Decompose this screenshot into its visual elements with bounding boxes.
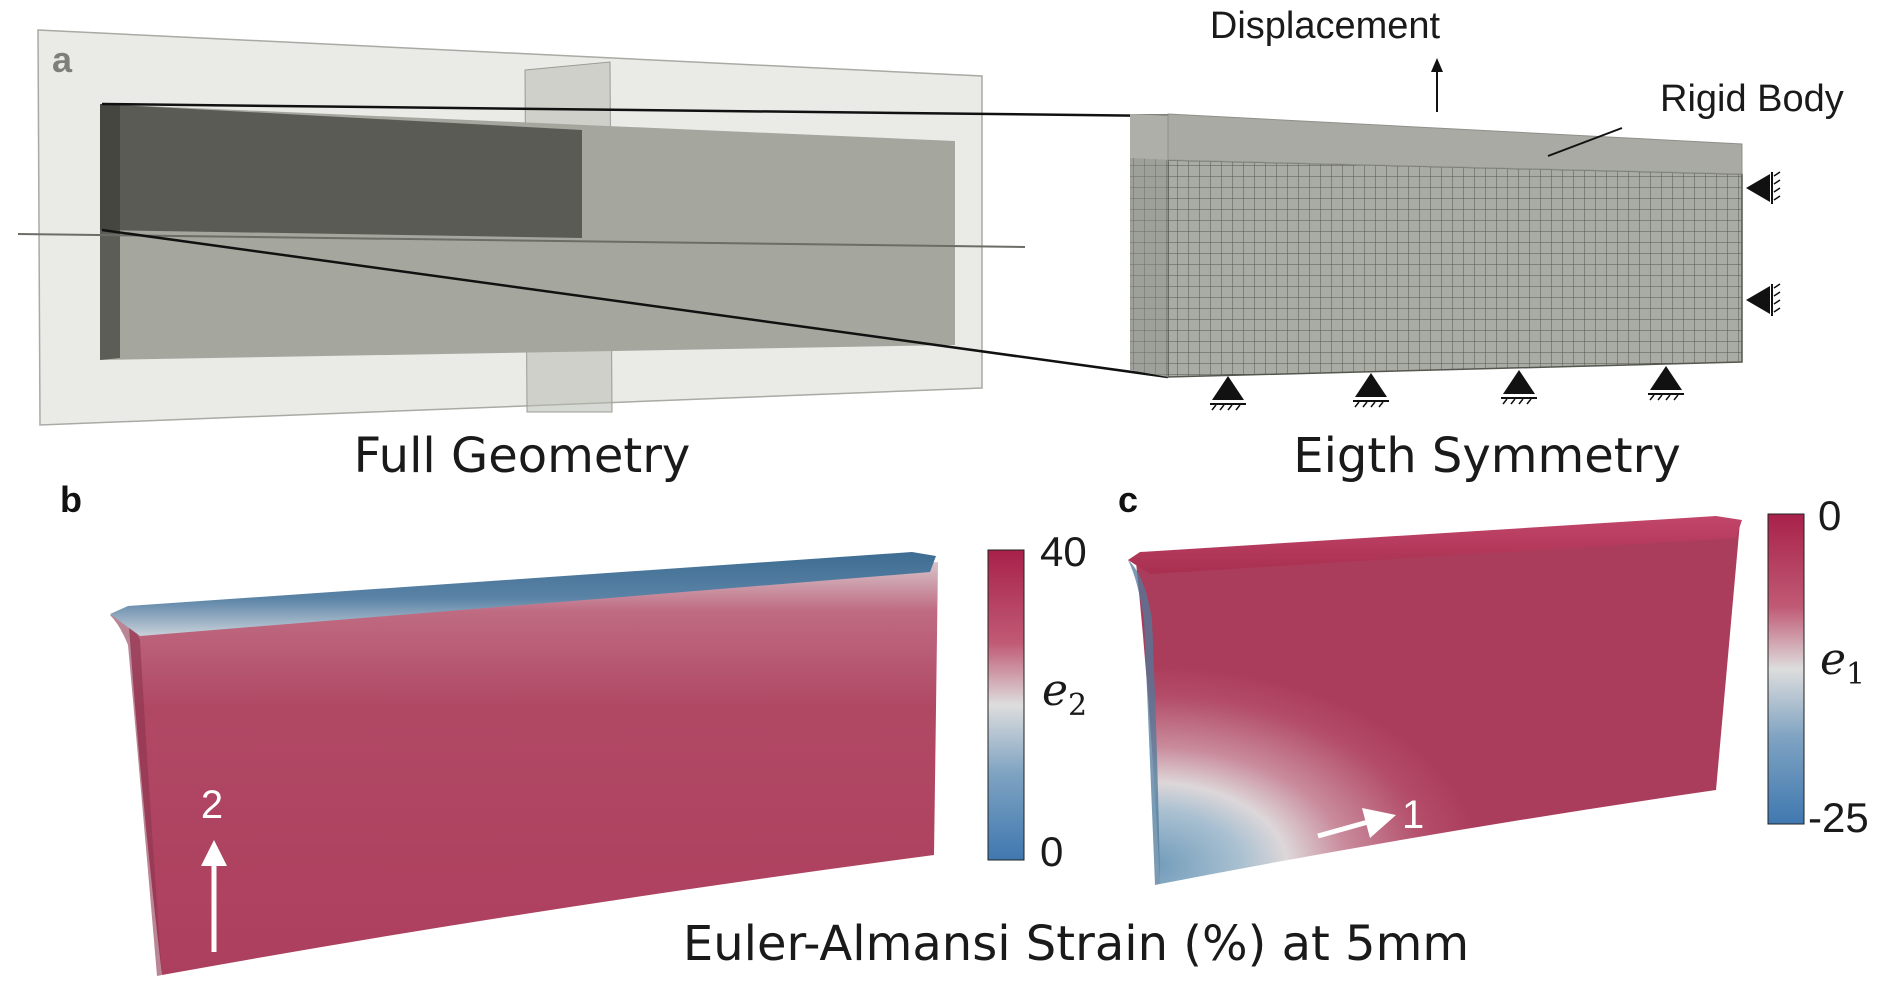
bottom-support-2 xyxy=(1353,373,1389,408)
panel-letter-c: c xyxy=(1118,479,1138,520)
colorbar-e1-symbol: e1 xyxy=(1820,634,1865,692)
e1-surface xyxy=(1136,522,1740,884)
side-support-bottom xyxy=(1746,283,1781,316)
displacement-arrowhead xyxy=(1431,58,1443,72)
e2-surface xyxy=(128,562,938,975)
block-dark-quarter xyxy=(100,104,582,238)
eighth-symmetry-caption: Eigth Symmetry xyxy=(1293,428,1681,484)
e1-top-edge xyxy=(1128,516,1742,574)
full-geometry-caption: Full Geometry xyxy=(354,428,691,484)
bottom-support-1 xyxy=(1210,376,1246,411)
symmetry-plane-horizontal xyxy=(17,233,1026,248)
colorbar-e2-bar xyxy=(987,549,1025,861)
strain-plot-e2: 2 xyxy=(110,552,938,976)
strain-caption: Euler-Almansi Strain (%) at 5mm xyxy=(683,916,1469,972)
colorbar-e2-max: 40 xyxy=(1040,528,1087,575)
colorbar-e2-min: 0 xyxy=(1040,828,1063,875)
rigid-body xyxy=(1167,113,1743,175)
rigid-body-leader-line xyxy=(1547,127,1623,157)
strain-plot-e1: 1 xyxy=(1128,516,1742,885)
colorbar-e1: 0 -25 e1 xyxy=(1767,492,1869,841)
direction-label-1: 1 xyxy=(1402,793,1424,837)
mesh-grid xyxy=(1167,159,1743,378)
rigid-body-label: Rigid Body xyxy=(1660,78,1844,120)
panel-a: a Displacement Rigid Body xyxy=(17,5,1844,484)
panel-b: b 2 40 0 e2 xyxy=(60,479,1087,976)
colorbar-e1-max: 0 xyxy=(1818,492,1841,539)
panel-letter-b: b xyxy=(60,479,82,520)
colorbar-e1-min: -25 xyxy=(1808,794,1869,841)
panel-c: c 1 0 -25 e1 xyxy=(1118,479,1869,885)
zoom-line-top xyxy=(101,102,1169,118)
bottom-support-3 xyxy=(1501,370,1537,405)
colorbar-e2-symbol: e2 xyxy=(1042,665,1087,723)
e2-top-edge xyxy=(110,552,936,636)
colorbar-e1-bar xyxy=(1767,513,1805,825)
eighth-symmetry-model xyxy=(1130,113,1743,378)
direction-arrow-1 xyxy=(1317,819,1369,839)
displacement-label: Displacement xyxy=(1210,5,1441,47)
bottom-support-4 xyxy=(1648,366,1684,401)
colorbar-e2: 40 0 e2 xyxy=(987,528,1087,875)
full-geometry-illustration xyxy=(17,29,1026,426)
direction-label-2: 2 xyxy=(201,783,223,827)
side-support-top xyxy=(1746,171,1781,204)
zoom-line-bottom xyxy=(101,228,1169,379)
